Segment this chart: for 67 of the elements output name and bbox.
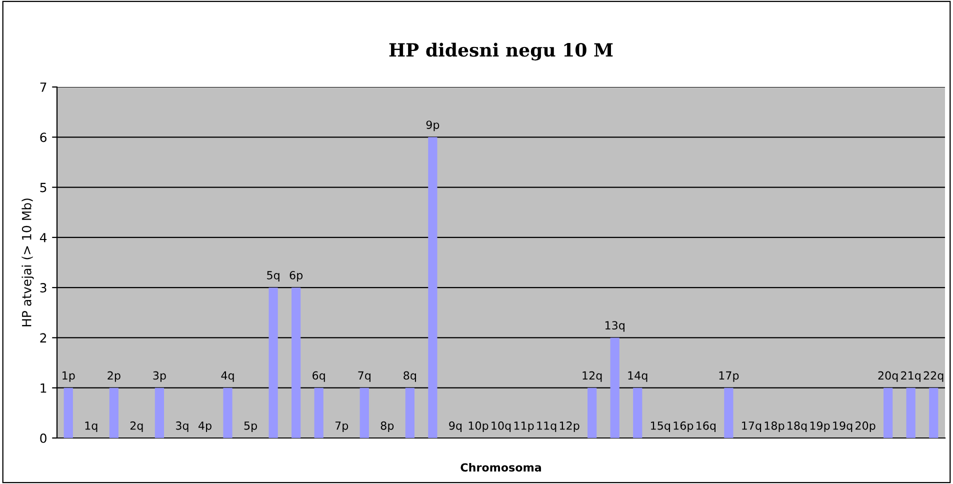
chart-title: HP didesni negu 10 M <box>389 42 613 60</box>
y-axis-title: HP atvejai (> 10 Mb) <box>22 198 34 326</box>
x-tick-label: 3p <box>153 371 166 382</box>
x-tick-label: 6q <box>312 371 325 382</box>
bar <box>223 388 232 438</box>
y-tick-label: 6 <box>40 132 46 142</box>
x-tick-label: 12q <box>582 371 602 382</box>
x-tick-label: 8p <box>380 421 394 432</box>
x-tick-label: 20q <box>878 371 898 382</box>
y-tick-label: 5 <box>40 182 46 192</box>
y-tick-label: 7 <box>40 82 46 92</box>
y-tick-label: 0 <box>40 433 46 443</box>
x-tick-label: 2q <box>130 421 143 432</box>
bar <box>724 388 734 438</box>
bar <box>64 388 73 438</box>
x-tick-label: 8q <box>404 371 416 382</box>
x-tick-label: 2p <box>108 371 120 382</box>
x-tick-label: 7q <box>358 371 370 382</box>
x-tick-label: 7p <box>335 422 348 432</box>
x-tick-label: 16q <box>696 421 716 432</box>
bar <box>268 288 278 438</box>
bar <box>884 388 893 438</box>
x-tick-label: 1p <box>62 371 75 382</box>
x-tick-label: 1q <box>85 422 98 432</box>
x-tick-label: 13q <box>605 321 624 332</box>
x-tick-label: 22q <box>924 371 944 382</box>
x-tick-label: 17q <box>742 422 762 432</box>
y-tick-label: 3 <box>40 283 46 292</box>
bar <box>610 338 620 438</box>
bar <box>428 137 438 438</box>
x-tick-label: 6p <box>290 270 303 282</box>
bar <box>588 388 597 438</box>
x-tick-label: 10p <box>468 421 488 432</box>
x-axis-title: Chromosoma <box>460 463 541 472</box>
x-tick-label: 18p <box>764 421 784 432</box>
x-tick-label: 3q <box>176 421 188 432</box>
x-tick-label: 17p <box>719 371 739 382</box>
x-tick-label: 21q <box>901 371 920 382</box>
x-tick-label: 19q <box>833 421 852 432</box>
x-tick-label: 4p <box>198 422 212 432</box>
bar <box>929 388 938 438</box>
x-tick-label: 9p <box>426 120 440 132</box>
x-tick-label: 14q <box>628 371 648 382</box>
x-tick-label: 16p <box>674 421 694 432</box>
x-tick-label: 19p <box>810 421 830 432</box>
bar <box>109 388 118 438</box>
x-tick-label: 18q <box>788 421 807 432</box>
bar <box>633 388 642 438</box>
x-tick-label: 5p <box>244 422 257 432</box>
x-tick-label: 20p <box>856 421 876 432</box>
x-tick-label: 11p <box>514 422 534 432</box>
x-tick-label: 12p <box>560 421 580 432</box>
bar <box>154 388 164 438</box>
x-tick-label: 15q <box>651 422 670 432</box>
x-tick-label: 5q <box>267 271 280 282</box>
x-tick-label: 9q <box>449 421 462 432</box>
bar <box>314 388 324 438</box>
x-tick-label: 11q <box>537 422 556 432</box>
y-tick-label: 2 <box>40 333 46 342</box>
bar <box>360 388 369 438</box>
bar <box>405 388 414 438</box>
x-tick-label: 4q <box>221 371 234 382</box>
bar <box>292 288 301 438</box>
y-tick-label: 1 <box>40 383 46 393</box>
bar <box>906 388 916 438</box>
y-tick-label: 4 <box>40 233 47 242</box>
x-tick-label: 10q <box>492 421 511 432</box>
